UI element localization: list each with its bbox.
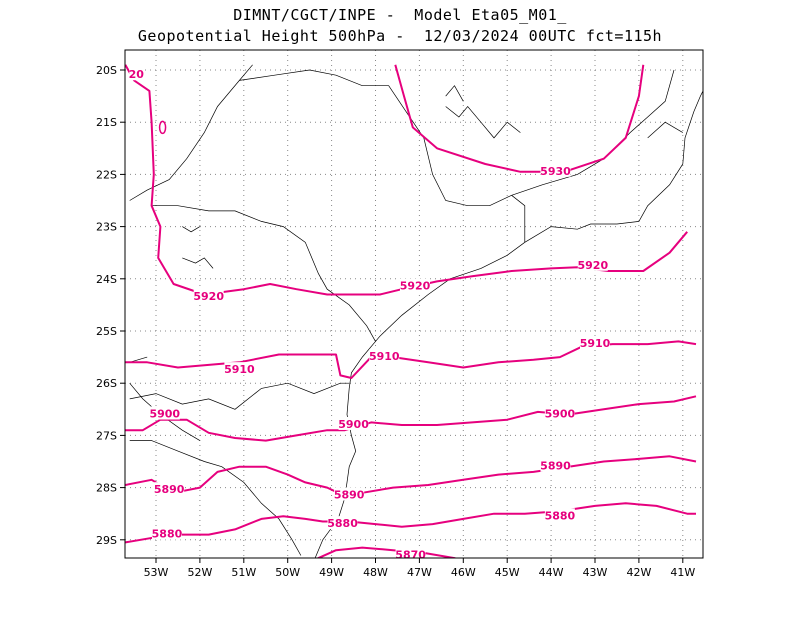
coast-border-line [239,69,512,207]
contour-label-bg [540,163,571,177]
contour-label: 5930 [540,165,571,178]
lon-tick-label: 50W [275,566,300,579]
lat-tick-label: 29S [96,534,117,547]
contour-label: 5900 [149,408,180,421]
lon-tick-label: 46W [451,566,476,579]
lat-lon-grid [125,50,703,558]
contour-line [316,546,458,558]
lat-tick-label: 24S [96,273,117,286]
lat-tick-label: 23S [96,221,117,234]
contour-label-bg [154,482,185,496]
contour-label: 5880 [152,528,183,541]
contour-label-bg [400,278,431,292]
contour-label-bg [338,416,369,430]
lon-tick-label: 48W [363,566,388,579]
coast-border-line [129,382,350,410]
contour-label-bg [334,487,365,501]
lon-tick-label: 42W [626,566,651,579]
contour-line [125,340,697,379]
geopotential-contours [125,64,697,564]
lat-tick-label: 27S [96,429,117,442]
coast-border-line [182,226,201,233]
contour-line [125,395,697,442]
contour-label: 5890 [540,460,571,473]
map-title-line-2: Geopotential Height 500hPa - 12/03/2024 … [137,27,663,45]
contour-label-bg [544,406,575,420]
coast-border-line [647,121,683,139]
contour-label-bg [327,516,358,530]
lat-tick-label: 22S [96,168,117,181]
lon-tick-label: 51W [231,566,256,579]
contour-line [125,502,696,544]
contour-label: 5890 [334,488,365,501]
contour-label-bg [577,257,608,271]
lat-tick-label: 21S [96,116,117,129]
contour-small-closed [158,120,167,135]
coast-border-line [129,64,253,201]
map-frame [124,49,704,559]
coast-border-line [129,440,302,556]
contour-label-bg [129,67,144,81]
contour-line [394,64,645,173]
contour-label: 5920 [193,290,224,303]
map-title-line-1: DIMNT/CGCT/INPE - Model Eta05_M01_ [233,6,567,24]
lat-tick-label: 28S [96,482,117,495]
lon-tick-label: 44W [539,566,564,579]
lon-tick-label: 52W [187,566,212,579]
contour-line [125,64,688,296]
lon-tick-label: 45W [495,566,520,579]
contour-label-bg [224,362,255,376]
lat-tick-label: 25S [96,325,117,338]
contour-line [191,561,217,564]
contour-label-bg [580,336,610,350]
contour-label: 20 [129,68,145,81]
contour-label: 5910 [580,337,611,350]
coast-border-line [182,257,214,269]
coast-border-line [445,105,521,139]
lat-tick-label: 26S [96,377,117,390]
axis-ticks: 53W 52W 51W 50W 49W 48W 47W 46W 45W 44W 43W 42W 41W 2… [96,64,695,579]
coast-border-line [511,195,526,243]
contour-label: 5880 [545,509,576,522]
contour-label: 5910 [369,350,400,363]
lon-tick-label: 43W [583,566,608,579]
lon-tick-label: 53W [144,566,169,579]
contour-labels: 20 5930 5920 5920 5920 5910 5910 5910 5900 5900 59… [129,67,611,561]
lon-tick-label: 47W [407,566,432,579]
contour-label-bg [193,289,224,303]
contour-label-bg [369,349,400,363]
coast-border-line [314,90,703,558]
lon-tick-label: 41W [670,566,695,579]
coast-border-line [445,85,464,102]
contour-label: 5910 [224,363,255,376]
contour-label: 5870 [395,548,426,561]
contour-label: 5880 [327,517,358,530]
coast-border-line [151,205,376,342]
contour-label: 5890 [154,483,185,496]
coast-border-line [511,69,675,196]
contour-label: 5920 [400,280,431,293]
contour-label-bg [395,547,426,561]
contour-label-bg [540,458,571,472]
contour-label-bg [544,508,575,522]
contour-label: 5900 [338,418,369,431]
contour-label: 5920 [577,259,608,272]
contour-label-bg [151,526,182,540]
contour-label-bg [149,406,180,420]
contour-label: 5900 [545,408,576,421]
lat-tick-label: 20S [96,64,117,77]
lon-tick-label: 49W [319,566,344,579]
